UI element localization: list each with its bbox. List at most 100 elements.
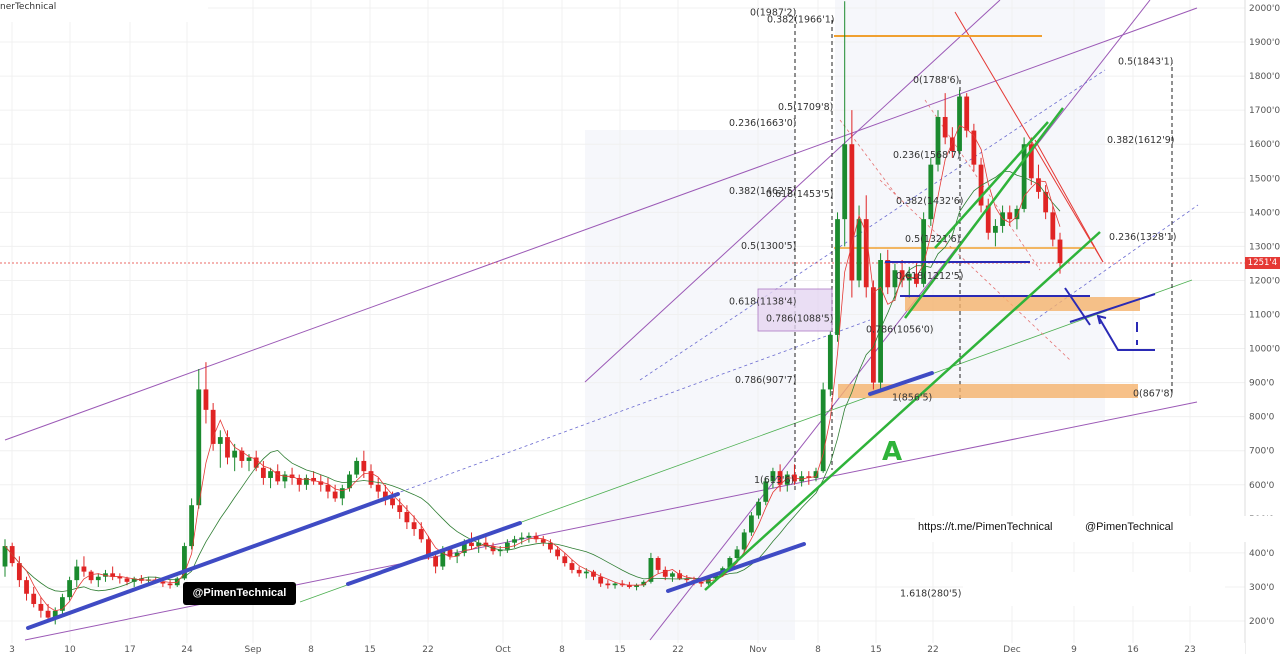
date-tick-label: 22	[927, 645, 938, 654]
green-trendlines[interactable]	[704, 107, 1101, 591]
candle-body	[562, 556, 568, 564]
fib-level-label: 1(613'6)	[754, 475, 794, 486]
candle-body	[189, 505, 194, 547]
blue-thin-lines[interactable]	[885, 261, 1156, 351]
candle-body	[296, 477, 302, 485]
fib-level-label: 0.382(1432'6)	[896, 196, 963, 207]
chart-title: nerTechnical	[0, 2, 57, 12]
candle-body	[533, 535, 539, 540]
candle-body	[275, 471, 281, 482]
candle-body	[469, 542, 474, 547]
candle-body	[203, 389, 209, 410]
date-tick-label: 23	[1184, 645, 1195, 654]
candle-body	[626, 585, 632, 587]
price-tick-label: 1400'0	[1249, 208, 1280, 218]
candle-body	[31, 593, 37, 604]
candle-body	[519, 537, 525, 540]
candle-body	[74, 566, 80, 581]
candle-body	[447, 549, 453, 557]
candle-body	[81, 566, 87, 572]
candle-body	[591, 571, 596, 577]
demand-zone-lower[interactable]	[838, 384, 1138, 398]
projection-lines[interactable]	[394, 69, 1199, 495]
date-tick-label: 17	[124, 645, 135, 654]
candle-body	[167, 583, 173, 586]
candle-body	[770, 471, 776, 482]
candle-body	[490, 546, 496, 552]
candle-body	[784, 474, 790, 485]
candle-body	[1050, 212, 1056, 240]
price-tick-label: 700'0	[1249, 447, 1275, 457]
candle-body	[45, 610, 51, 618]
link-cover	[915, 516, 1277, 542]
candle-body	[282, 474, 288, 482]
candle-body	[1014, 208, 1020, 220]
candle-body	[354, 460, 360, 475]
candle-body	[60, 597, 65, 611]
watermark-handle-left: @PimenTechnical	[183, 582, 296, 605]
candle-body	[88, 571, 94, 581]
fib-level-label: 0(1788'6)	[913, 75, 959, 86]
fib-level-label: 1.618(280'5)	[900, 589, 961, 600]
candle-body	[856, 219, 862, 281]
date-tick-label: 10	[64, 645, 76, 654]
candle-body	[339, 488, 345, 499]
blue-trendlines[interactable]	[26, 371, 934, 630]
candle-body	[239, 450, 245, 461]
candle-body	[103, 573, 108, 577]
price-tick-label: 800'0	[1249, 413, 1275, 423]
candle-body	[268, 471, 273, 478]
candle-body	[827, 334, 833, 390]
telegram-link[interactable]: https://t.me/PimenTechnical	[918, 521, 1053, 533]
candle-body	[662, 569, 668, 577]
candle-body	[347, 474, 352, 489]
fib-level-label: 0.618(1138'4)	[729, 296, 796, 307]
date-tick-label: 24	[181, 645, 193, 654]
candle-body	[311, 477, 317, 482]
date-tick-label: 9	[1071, 645, 1077, 654]
candle-body	[820, 389, 826, 472]
candle-body	[433, 556, 439, 567]
moving-average-red	[4, 124, 1061, 612]
candle-body	[921, 219, 927, 284]
price-tick-label: 1200'0	[1249, 276, 1280, 286]
fib-level-label: 0.618(1212'5)	[896, 271, 963, 282]
candle-body	[67, 580, 72, 598]
candle-body	[583, 571, 589, 574]
candle-body	[892, 270, 898, 288]
candle-body	[655, 557, 661, 570]
candle-body	[182, 546, 187, 579]
fib-level-label: 0(867'8)	[1133, 389, 1173, 400]
date-axis[interactable]: 3 10 17 24 Sep 8 15 22 Oct 8 15 22 Nov 8 15 22 Dec 9 16 23	[9, 645, 1196, 654]
candle-body	[727, 557, 733, 569]
candle-body	[526, 535, 532, 538]
candle-body	[461, 542, 467, 553]
title-cover	[0, 0, 208, 22]
date-tick-label: 8	[308, 645, 314, 654]
price-tick-label: 400'0	[1249, 549, 1275, 559]
fib-vertical-markers	[794, 10, 1173, 490]
candle-body	[871, 287, 876, 383]
candle-body	[598, 576, 604, 584]
candle-body	[777, 471, 783, 485]
date-tick-label: 15	[870, 645, 881, 654]
price-tick-label: 1600'0	[1249, 140, 1280, 150]
supply-zone-upper[interactable]	[905, 297, 1140, 311]
fib-level-label: 0.5(1843'1)	[1118, 56, 1173, 67]
fib-level-label: 0.5(1709'8)	[778, 102, 833, 113]
fib-level-label: 0.5(1300'5)	[741, 241, 796, 252]
candle-body	[605, 583, 611, 586]
price-tick-label: 1100'0	[1249, 311, 1280, 321]
candle-body	[217, 437, 223, 444]
purple-box[interactable]	[757, 288, 833, 332]
fib-level-label: 0(1987'2)	[750, 7, 796, 18]
candle-body	[612, 583, 618, 586]
candle-body	[641, 581, 647, 586]
fib-red-lines[interactable]	[954, 11, 1104, 263]
candle-body	[734, 549, 740, 558]
candle-body	[95, 576, 101, 581]
candle-body	[418, 529, 424, 540]
date-tick-label: 22	[672, 645, 683, 654]
candle-body	[131, 578, 137, 582]
